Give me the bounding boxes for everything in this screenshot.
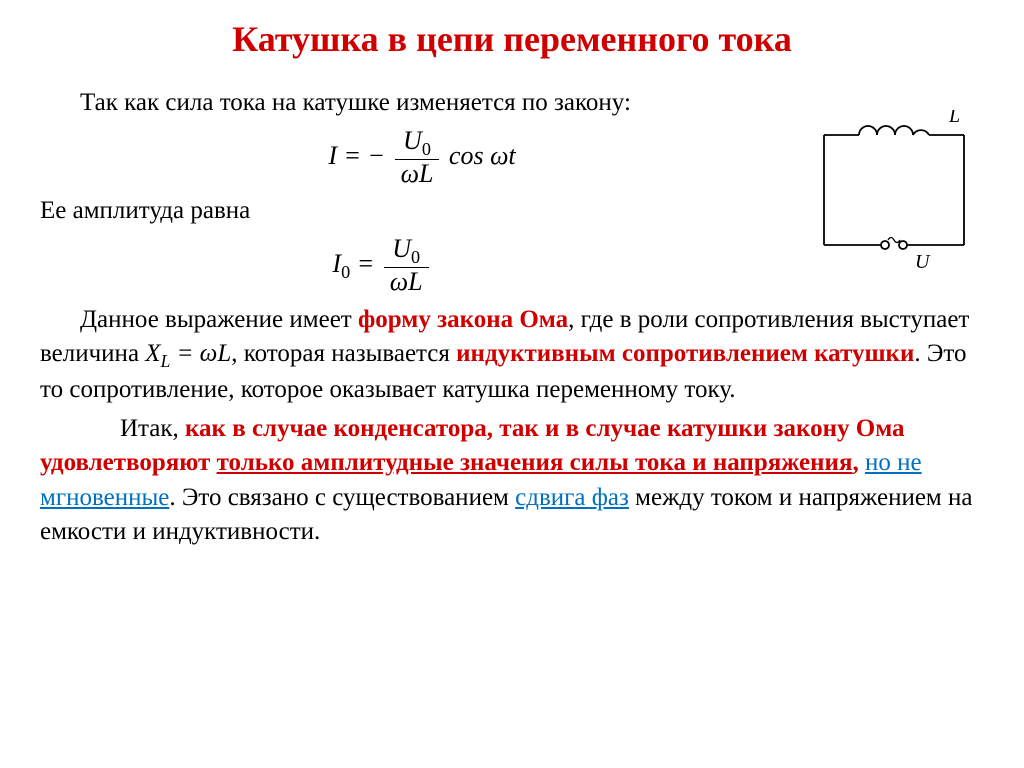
circuit-label-L: L [948, 110, 960, 127]
f1-left: I = − [328, 140, 385, 169]
f2-eq: = [357, 249, 381, 278]
p3g: индуктивным сопротивлением катушки [456, 340, 914, 367]
f2-den-w: ω [390, 267, 408, 296]
f1-den-w: ω [401, 159, 419, 188]
f1-den-L: L [419, 159, 433, 188]
p3b: форму закона Ома [358, 306, 568, 333]
p3e: = ωL [170, 340, 231, 367]
p3d: X [145, 340, 160, 367]
p4a: Итак, [120, 415, 185, 442]
f1-right: cos ωt [449, 140, 516, 169]
ohm-paragraph: Данное выражение имеет форму закона Ома,… [40, 303, 984, 408]
p3f: , которая называется [231, 340, 456, 367]
f1-num: U [403, 126, 422, 155]
page-title: Катушка в цепи переменного тока [40, 18, 984, 60]
f2-I: I [332, 249, 341, 278]
f2-num: U [392, 234, 411, 263]
summary-paragraph: Итак, как в случае конденсатора, так и в… [40, 412, 984, 550]
p4g: сдвига фаз [515, 484, 629, 511]
f2-fraction: U0 ωL [384, 235, 429, 297]
circuit-label-U: U [915, 251, 931, 273]
circuit-diagram: L U [809, 110, 979, 280]
p3a: Данное выражение имеет [80, 306, 358, 333]
f2-den-L: L [408, 267, 422, 296]
f1-fraction: U0 ωL [395, 127, 440, 189]
slide: Катушка в цепи переменного тока Так как … [0, 0, 1024, 768]
p4d: , [852, 449, 865, 476]
p4f: . Это связано с существованием [169, 484, 515, 511]
p4c: только амплитудные значения силы тока и … [217, 449, 853, 476]
